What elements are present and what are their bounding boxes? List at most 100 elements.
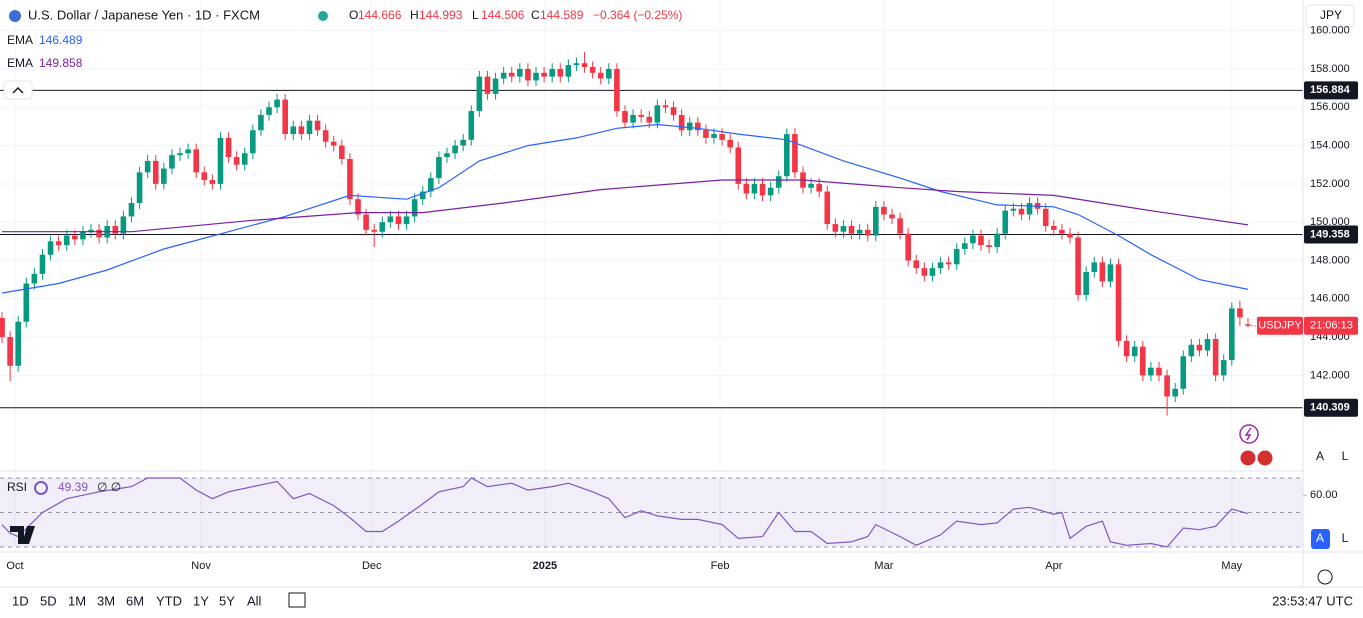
candle-body [945, 262, 952, 265]
y-tick-label: 158.000 [1310, 63, 1350, 75]
candle-body [1172, 388, 1178, 397]
x-tick-label: Mar [874, 560, 893, 572]
candle-body [759, 183, 766, 196]
candle-body [233, 157, 240, 165]
candle-body [128, 203, 135, 217]
logo [10, 526, 35, 544]
candle-body [1229, 308, 1235, 361]
timeframe-button[interactable]: 5Y [219, 593, 235, 608]
candle-body [751, 183, 758, 194]
candle-body [962, 243, 968, 249]
y-tick-label: 156.000 [1310, 101, 1350, 113]
candle-body [120, 216, 127, 234]
candle-body [541, 72, 547, 77]
candle-body [1067, 233, 1073, 238]
level-label: 149.358 [1310, 228, 1350, 240]
status-dot [318, 11, 328, 21]
timeframe-button[interactable]: 6M [126, 593, 144, 608]
candle-body [864, 229, 871, 236]
candle-body [112, 225, 119, 234]
level-label-box [1304, 225, 1358, 244]
candle-body [743, 183, 750, 194]
candle-body [355, 199, 361, 215]
candle-body [306, 120, 313, 135]
candle-body [452, 145, 458, 154]
x-tick-label: 2025 [533, 560, 557, 572]
candle-body [1188, 344, 1195, 357]
y-tick-label: 146.000 [1310, 293, 1350, 305]
candle-body [525, 68, 531, 81]
candle-body [1204, 338, 1211, 351]
candle-body [1002, 210, 1009, 234]
candle-body [161, 168, 167, 184]
candle-body [905, 233, 911, 261]
y-tick-label: 160.000 [1310, 25, 1350, 37]
candle-body [840, 225, 847, 232]
candle-body [1115, 264, 1122, 341]
ohlc-value: 144.506 [481, 8, 525, 22]
x-tick-label: May [1221, 560, 1242, 572]
flag-icon [9, 10, 21, 22]
candle-body [411, 199, 418, 217]
candle-body [88, 229, 94, 232]
candle-body [816, 183, 822, 192]
scale-button[interactable]: L [1342, 531, 1349, 545]
candle-body [144, 160, 151, 173]
timeframe-button[interactable]: All [247, 593, 262, 608]
candle-body [581, 63, 588, 68]
timeframe-button[interactable]: YTD [156, 593, 182, 608]
candle-body [169, 155, 175, 169]
ohlc-value: 144.993 [419, 8, 463, 22]
candle-body [662, 105, 669, 108]
rsi-tick-label: 60.00 [1310, 489, 1338, 501]
candle-body [298, 126, 305, 135]
candle-body [832, 224, 839, 232]
candle-body [630, 114, 636, 123]
timeframe-button[interactable]: 1D [12, 593, 29, 608]
rsi-value: 49.39 [58, 480, 88, 494]
candle-body [330, 141, 337, 146]
settings-icon[interactable] [1317, 569, 1333, 585]
timeframe-button[interactable]: 1M [68, 593, 86, 608]
candle-body [678, 114, 685, 131]
candle-body [654, 105, 661, 123]
auto-scale-button[interactable] [1311, 529, 1330, 549]
event-flag[interactable] [1256, 449, 1274, 467]
candle-body [686, 122, 693, 131]
event-flag[interactable] [1239, 449, 1257, 467]
ohlc-label: L [472, 8, 479, 22]
line [1, 477, 1249, 548]
candle-body [792, 134, 798, 173]
candle-body [363, 214, 369, 230]
currency-button[interactable] [1305, 4, 1355, 28]
candle-body [1075, 237, 1081, 295]
currency[interactable]: JPY [1320, 8, 1342, 22]
candle-body [1099, 262, 1106, 282]
timeframe-button[interactable]: 5D [40, 593, 57, 608]
collapse-button[interactable] [3, 80, 33, 100]
candle-body [209, 180, 216, 184]
event-icon[interactable] [1239, 424, 1259, 444]
symbol-label: USDJPY [1258, 320, 1302, 332]
candle-body [1245, 324, 1251, 326]
candle-body [241, 153, 248, 165]
candle-body [1237, 308, 1243, 318]
timeframe-button[interactable]: 1Y [193, 593, 209, 608]
candle-body [314, 120, 321, 131]
candle-body [492, 78, 499, 94]
scale-button[interactable]: A [1316, 531, 1324, 545]
candle-body [937, 262, 944, 269]
legend-name: EMA [7, 33, 33, 47]
candle-body [500, 72, 507, 79]
date-range-icon[interactable] [288, 592, 306, 608]
candle-body [266, 107, 272, 115]
candle-body [322, 130, 329, 142]
scale-button[interactable]: L [1342, 449, 1349, 463]
event-bolt [1244, 427, 1252, 441]
timeframe-button[interactable]: 3M [97, 593, 115, 608]
scale-button[interactable]: A [1316, 449, 1324, 463]
y-tick-label: 152.000 [1310, 178, 1350, 190]
candle-body [719, 134, 725, 140]
candle-body [201, 172, 208, 181]
